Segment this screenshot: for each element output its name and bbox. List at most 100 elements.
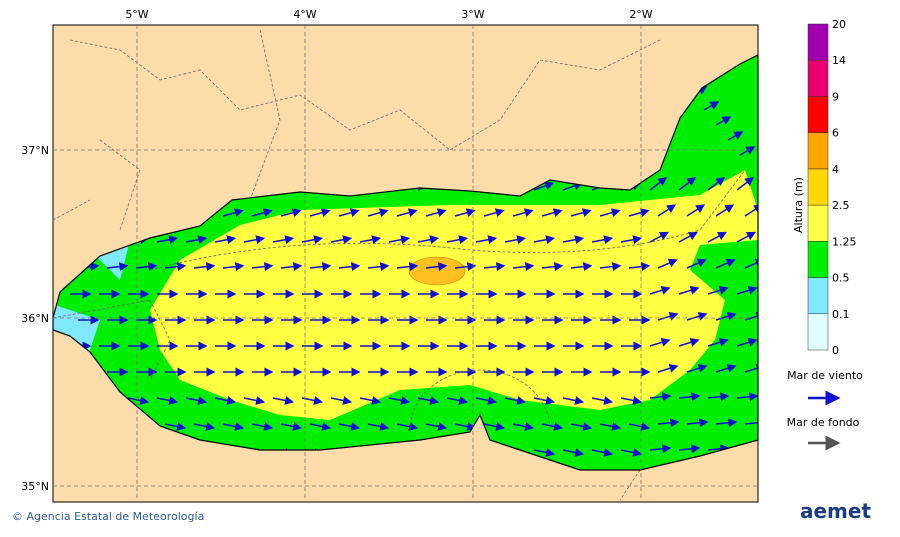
wave-arrow bbox=[620, 448, 643, 457]
wave-arrow bbox=[715, 258, 736, 269]
colorbar-tick-label: 20 bbox=[832, 18, 846, 31]
wave-arrow bbox=[388, 235, 411, 245]
wave-arrow bbox=[628, 208, 650, 218]
wave-arrow bbox=[649, 176, 668, 191]
wave-arrow bbox=[309, 208, 331, 218]
wave-arrow bbox=[367, 422, 390, 431]
map: 5°W 4°W 3°W 2°W 37°N 36°N 35°N bbox=[21, 8, 759, 503]
wave-arrow bbox=[715, 116, 732, 126]
wave-arrow bbox=[330, 235, 353, 245]
colorbar-tick-label: 0.1 bbox=[832, 308, 850, 321]
colorbar-segment bbox=[807, 96, 829, 133]
wave-arrow bbox=[628, 262, 651, 272]
lon-label: 2°W bbox=[629, 8, 652, 21]
wave-arrow bbox=[475, 396, 498, 405]
colorbar-tick-label: 4 bbox=[832, 163, 839, 176]
wave-arrow bbox=[251, 422, 274, 431]
wave-arrow bbox=[222, 208, 244, 218]
wave-arrow bbox=[533, 181, 555, 191]
wave-arrow bbox=[330, 396, 353, 405]
wave-arrow bbox=[193, 262, 216, 272]
wave-arrow bbox=[620, 396, 643, 405]
wave-arrow bbox=[425, 208, 447, 218]
wave-arrow bbox=[599, 422, 622, 431]
wave-arrow bbox=[251, 208, 273, 218]
colorbar-tick-label: 2.5 bbox=[832, 199, 850, 212]
legend: Mar de viento Mar de fondo bbox=[787, 369, 863, 451]
wave-arrow bbox=[214, 396, 237, 405]
wave-arrow bbox=[736, 176, 755, 191]
wave-arrow bbox=[417, 235, 440, 245]
wave-arrow bbox=[185, 235, 208, 245]
colorbar: Altura (m) 0 0.1 0.5 1.25 2.5 4 6 9 14 20 bbox=[792, 18, 857, 357]
colorbar-title: Altura (m) bbox=[792, 177, 805, 233]
wave-arrow bbox=[280, 262, 303, 272]
wave-arrow bbox=[483, 208, 505, 218]
credit: © Agencia Estatal de Meteorología bbox=[12, 510, 204, 523]
wave-arrow bbox=[504, 396, 527, 405]
wave-arrow bbox=[127, 396, 150, 405]
wave-arrow bbox=[649, 338, 671, 347]
wave-arrow bbox=[512, 208, 534, 218]
wave-arrow bbox=[338, 208, 360, 218]
wave-arrow bbox=[562, 235, 585, 245]
wave-arrow bbox=[744, 418, 758, 428]
wave-arrow bbox=[649, 231, 669, 243]
wave-arrow bbox=[280, 208, 302, 218]
wave-arrow bbox=[533, 448, 556, 457]
wave-arrow bbox=[454, 262, 477, 272]
wave-arrow bbox=[164, 262, 187, 272]
wave-arrow bbox=[367, 208, 389, 218]
wave-arrow bbox=[243, 235, 266, 245]
wave-arrow bbox=[649, 444, 672, 454]
wave-arrow bbox=[338, 262, 361, 272]
wave-arrow bbox=[222, 262, 245, 272]
wave-arrow bbox=[309, 422, 332, 431]
wave-arrow bbox=[214, 235, 237, 245]
wave-arrow bbox=[272, 396, 295, 405]
colorbar-tick-label: 0 bbox=[832, 344, 839, 357]
wave-arrow bbox=[736, 338, 758, 347]
wave-arrow bbox=[744, 204, 758, 217]
wave-arrow bbox=[425, 262, 448, 272]
wave-arrow bbox=[512, 262, 535, 272]
wave-arrow bbox=[678, 338, 700, 347]
borders bbox=[52, 29, 661, 501]
wave-arrow bbox=[707, 392, 730, 402]
wave-arrow bbox=[425, 422, 448, 431]
wave-arrow bbox=[736, 286, 758, 295]
wave-arrow bbox=[715, 204, 735, 217]
colorbar-segment bbox=[807, 23, 829, 61]
legend-label: Mar de viento bbox=[787, 369, 863, 382]
wave-arrow bbox=[193, 422, 216, 431]
wave-arrow bbox=[570, 422, 593, 431]
wave-arrow bbox=[541, 208, 563, 218]
wave-arrow bbox=[678, 286, 700, 295]
lon-label: 3°W bbox=[461, 8, 484, 21]
wave-arrow bbox=[359, 396, 382, 405]
wave-arrow bbox=[707, 338, 729, 347]
wave-arrow bbox=[649, 392, 672, 402]
wave-arrow bbox=[541, 262, 564, 272]
wave-arrow bbox=[512, 422, 535, 431]
wave-arrow bbox=[620, 235, 643, 245]
wave-arrow bbox=[739, 146, 756, 156]
wave-arrow bbox=[446, 235, 469, 245]
wave-arrow bbox=[446, 396, 469, 405]
wave-arrow bbox=[599, 208, 621, 218]
wave-arrow bbox=[280, 422, 303, 431]
wave-arrow bbox=[686, 204, 706, 217]
wave-arrow bbox=[657, 364, 679, 373]
wave-arrow bbox=[222, 422, 245, 431]
wave-arrow bbox=[727, 131, 744, 141]
colorbar-tick-label: 1.25 bbox=[832, 235, 857, 248]
wave-arrow bbox=[533, 235, 556, 245]
colorbar-segment bbox=[807, 241, 829, 278]
wave-arrow bbox=[243, 396, 266, 405]
colorbar-segment bbox=[807, 204, 829, 242]
wave-arrow bbox=[396, 208, 418, 218]
colorbar-segment bbox=[807, 132, 829, 170]
wave-arrow bbox=[678, 444, 701, 454]
wave-arrow bbox=[686, 258, 707, 269]
wave-arrow bbox=[106, 262, 129, 272]
